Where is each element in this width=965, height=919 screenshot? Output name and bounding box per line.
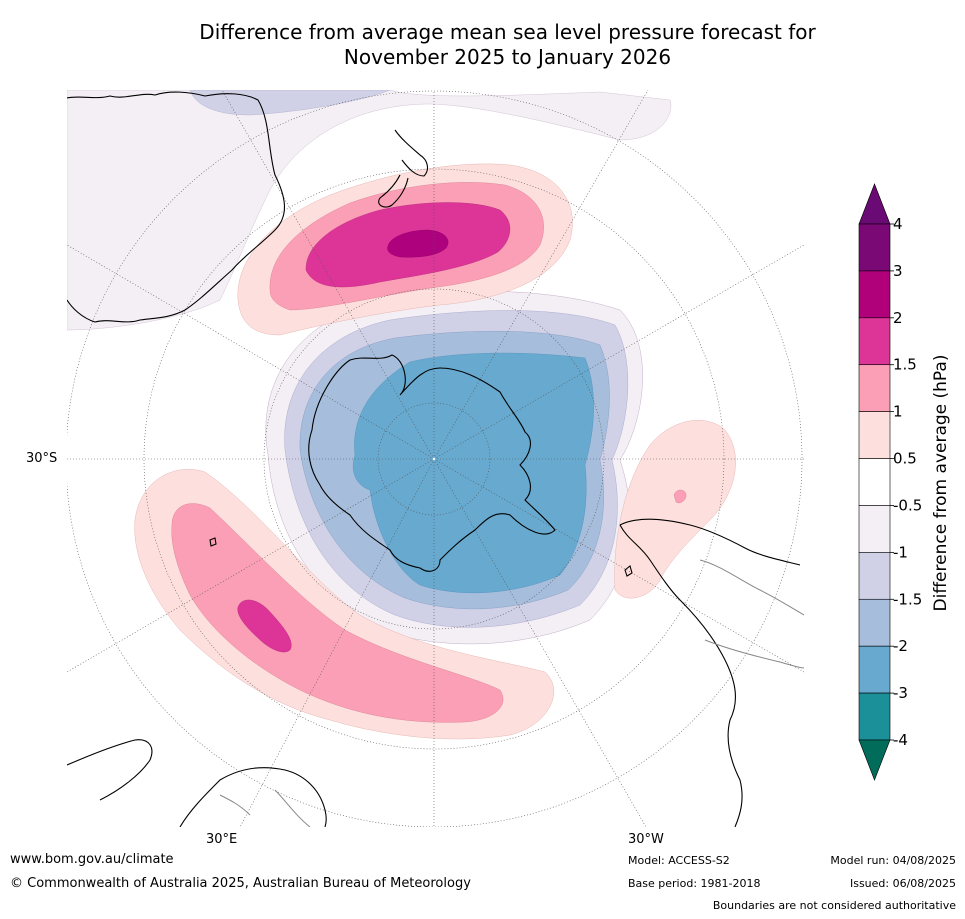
title-line-2: November 2025 to January 2026 [343, 45, 672, 69]
anomaly-light-negative-australia [67, 90, 672, 331]
colorbar-segment [858, 223, 891, 272]
lon-label-30w: 30°W [628, 832, 664, 847]
graticule [67, 90, 804, 827]
title-line-1: Difference from average mean sea level p… [199, 20, 816, 44]
colorbar-ticks: 4 3 2 1.5 1 0.5 -0.5 -1 -1.5 -2 -3 -4 [890, 215, 922, 749]
anomaly-plus-1.5-indian [237, 599, 292, 653]
colorbar-tick-label: 1.5 [893, 356, 917, 374]
anomaly-plus-1-atlantic [673, 489, 687, 504]
footer-model: Model: ACCESS-S2 [628, 854, 730, 867]
colorbar-tick-label: -0.5 [893, 496, 922, 514]
colorbar-segment [858, 458, 891, 506]
colorbar-tick-label: 3 [893, 262, 903, 280]
coastline-antarctica [308, 354, 556, 572]
boundaries [219, 559, 804, 827]
footer-website[interactable]: www.bom.gov.au/climate [10, 852, 174, 867]
coastline-south-america [619, 518, 801, 827]
footer-issued: Issued: 06/08/2025 [849, 877, 956, 890]
colorbar: 4 3 2 1.5 1 0.5 -0.5 -1 -1.5 -2 -3 -4 Difference fr… [858, 183, 951, 781]
coastlines [67, 91, 801, 827]
footer-disclaimer: Boundaries are not considered authoritat… [712, 899, 956, 912]
anomaly-minus-2 [352, 352, 594, 594]
colorbar-label: Difference from average (hPa) [931, 355, 951, 612]
anomaly-plus-2-nz [387, 229, 449, 258]
colorbar-segment [858, 598, 891, 647]
colorbar-tick-label: -3 [893, 684, 908, 702]
colorbar-segment [858, 552, 891, 600]
coastline-new-zealand [378, 129, 429, 208]
colorbar-tick-label: -1.5 [893, 590, 922, 608]
lat-label-30s: 30°S [26, 451, 58, 466]
colorbar-segment [858, 317, 891, 366]
colorbar-segment [858, 270, 891, 319]
map-title: Difference from average mean sea level p… [0, 20, 965, 70]
colorbar-tick-label: -4 [893, 731, 908, 749]
lon-label-30e: 30°E [206, 832, 238, 847]
colorbar-tick-label: -1 [893, 543, 908, 561]
colorbar-segment [858, 411, 891, 459]
colorbar-tick-label: 2 [893, 309, 903, 327]
colorbar-segments [858, 183, 891, 781]
colorbar-segment [858, 364, 891, 412]
coastline-australia [67, 91, 286, 323]
coastline-africa [67, 739, 327, 827]
colorbar-tick-label: 4 [893, 215, 903, 233]
footer-copyright: © Commonwealth of Australia 2025, Austra… [10, 876, 471, 891]
colorbar-tick-label: 0.5 [893, 450, 917, 468]
colorbar-segment [858, 505, 891, 553]
coastline-island-2 [624, 565, 633, 577]
coastline-island [209, 537, 217, 547]
colorbar-segment [858, 645, 891, 694]
colorbar-tick-label: -2 [893, 637, 908, 655]
colorbar-tick-label: 1 [893, 403, 903, 421]
anomaly-plus-1-indian [171, 503, 504, 723]
colorbar-segment [858, 692, 891, 741]
pressure-anomaly-map [67, 90, 804, 827]
colorbar-extend-min [858, 739, 891, 781]
colorbar-extend-max [858, 183, 891, 225]
south-pole-marker [432, 457, 436, 461]
footer-base-period: Base period: 1981-2018 [628, 877, 761, 890]
footer-model-run: Model run: 04/08/2025 [830, 854, 956, 867]
